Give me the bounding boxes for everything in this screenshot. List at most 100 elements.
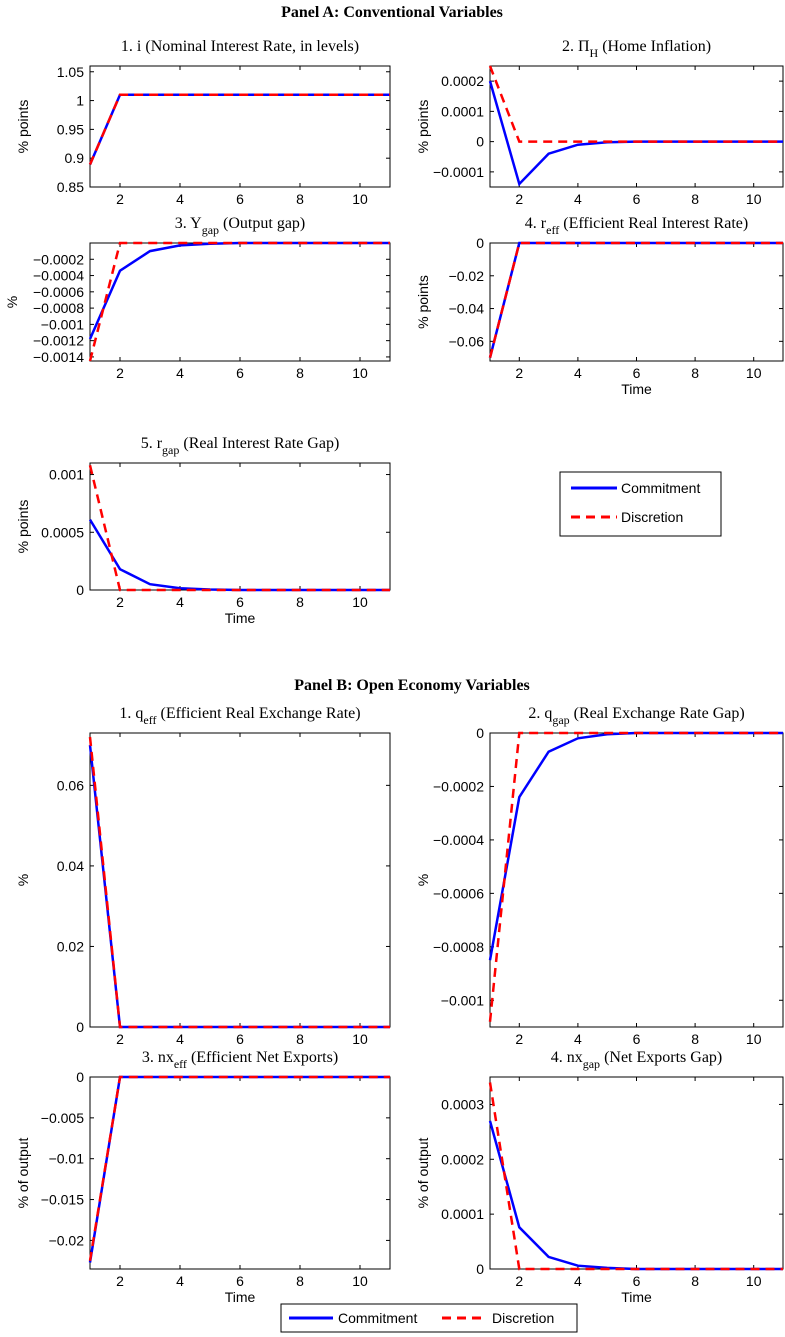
x-tick-label: 10 (746, 1273, 762, 1289)
y-tick-label: 0.0003 (441, 1096, 484, 1112)
legend-discretion-label: Discretion (621, 509, 683, 525)
series-line-commitment (88, 1075, 390, 1263)
x-tick-label: 10 (746, 191, 762, 207)
x-tick-label: 8 (691, 1273, 699, 1289)
y-axis-label: % of output (15, 1137, 31, 1208)
x-tick-label: 8 (296, 365, 304, 381)
subplot-3: 3. Ygap (Output gap) 2 4 6 8 10 −0.0014−0.0012… (4, 215, 391, 381)
series-line-discretion (88, 736, 390, 1029)
series-line-commitment (88, 744, 390, 1029)
x-tick-label: 2 (515, 1273, 523, 1289)
series-line-discretion (488, 731, 783, 1022)
subplot-title: 2. qgap (Real Exchange Rate Gap) (528, 705, 744, 727)
series-line-commitment (88, 518, 390, 592)
x-tick-label: 2 (116, 594, 124, 610)
subplot-title: 1. qeff (Efficient Real Exchange Rate) (119, 705, 360, 727)
legend-box (559, 471, 722, 537)
y-tick-label: −0.001 (441, 992, 484, 1008)
y-tick-label: −0.0001 (433, 164, 484, 180)
y-tick-label: −0.005 (41, 1110, 84, 1126)
y-tick-label: −0.0004 (33, 268, 84, 284)
x-tick-label: 6 (236, 365, 244, 381)
x-tick-label: 4 (176, 191, 184, 207)
x-tick-label: 2 (515, 365, 523, 381)
y-tick-label: −0.0014 (33, 349, 84, 365)
x-tick-label: 4 (574, 191, 582, 207)
legend-commitment-label: Commitment (338, 1310, 417, 1326)
y-tick-label: 0.9 (65, 150, 85, 166)
subplot-8: 3. nxeff (Efficient Net Exports) 2 4 6 8 10 −0… (15, 1049, 391, 1305)
panel-a-title: Panel A: Conventional Variables (281, 4, 503, 21)
x-tick-label: 4 (176, 1273, 184, 1289)
y-axis-label: % (15, 874, 31, 886)
y-tick-label: −0.0012 (33, 333, 84, 349)
x-axis-label: Time (225, 1289, 256, 1305)
subplot-title: 2. ΠH (Home Inflation) (562, 38, 711, 60)
y-tick-label: 0.0005 (41, 524, 84, 540)
x-tick-label: 6 (236, 1031, 244, 1047)
y-tick-label: 0 (476, 134, 484, 150)
x-tick-label: 8 (296, 594, 304, 610)
series-line-discretion (488, 241, 783, 359)
x-axis-label: Time (225, 610, 256, 626)
y-tick-label: 0 (476, 1261, 484, 1277)
y-tick-label: 0.02 (57, 938, 84, 954)
legend-panel-a: Commitment Discretion (559, 471, 722, 537)
y-tick-label: −0.0002 (433, 778, 484, 794)
y-axis-label: % points (15, 500, 31, 554)
y-tick-label: −0.02 (449, 268, 485, 284)
y-tick-label: 0.95 (57, 121, 84, 137)
y-tick-label: 0.0002 (441, 73, 484, 89)
x-tick-label: 2 (116, 1031, 124, 1047)
legend-commitment-label: Commitment (621, 480, 700, 496)
series-line-discretion (88, 1075, 390, 1262)
x-tick-label: 4 (574, 365, 582, 381)
x-tick-label: 4 (574, 1273, 582, 1289)
subplot-title: 1. i (Nominal Interest Rate, in levels) (121, 38, 359, 55)
y-tick-label: 0.0001 (441, 1206, 484, 1222)
x-tick-label: 2 (515, 1031, 523, 1047)
x-tick-label: 10 (352, 594, 368, 610)
x-tick-label: 2 (515, 191, 523, 207)
x-tick-label: 4 (176, 365, 184, 381)
y-tick-label: 0 (76, 582, 84, 598)
y-axis-label: % points (415, 100, 431, 154)
x-tick-label: 8 (691, 191, 699, 207)
axes-box (89, 65, 391, 188)
subplot-6: 1. qeff (Efficient Real Exchange Rate) 2 4… (15, 705, 391, 1047)
subplot-5: 5. rgap (Real Interest Rate Gap) 2 4 6 8 10 0 0… (15, 435, 391, 626)
x-tick-label: 2 (116, 365, 124, 381)
subplot-title: 4. reff (Efficient Real Interest Rate) (525, 215, 748, 237)
axes-box (489, 732, 784, 1028)
y-tick-label: 0.85 (57, 179, 84, 195)
x-tick-label: 8 (691, 1031, 699, 1047)
x-axis-label: Time (621, 381, 652, 397)
x-tick-label: 4 (176, 594, 184, 610)
x-tick-label: 6 (633, 1031, 641, 1047)
x-tick-label: 2 (116, 1273, 124, 1289)
y-tick-label: 0 (76, 1019, 84, 1035)
series-line-discretion (488, 65, 783, 143)
axes-box (489, 242, 784, 362)
x-tick-label: 8 (296, 191, 304, 207)
x-tick-label: 4 (574, 1031, 582, 1047)
series-line-discretion (88, 465, 390, 592)
y-tick-label: −0.0006 (433, 885, 484, 901)
subplot-2: 2. ΠH (Home Inflation) 2 4 6 8 10 −0.0001 0 0.00… (415, 38, 784, 207)
y-tick-label: 0.04 (57, 858, 84, 874)
y-tick-label: 0.001 (49, 467, 84, 483)
y-axis-label: % points (415, 275, 431, 329)
axes-box (89, 462, 391, 591)
series-line-commitment (488, 80, 783, 187)
series-line-discretion (88, 241, 390, 362)
x-tick-label: 10 (352, 1031, 368, 1047)
x-tick-label: 10 (746, 1031, 762, 1047)
subplot-title: 4. nxgap (Net Exports Gap) (551, 1049, 723, 1071)
y-tick-label: −0.015 (41, 1192, 84, 1208)
series-line-commitment (488, 241, 783, 359)
y-tick-label: 0.0001 (441, 103, 484, 119)
legend-discretion-label: Discretion (492, 1310, 554, 1326)
x-tick-label: 10 (352, 191, 368, 207)
y-tick-label: −0.01 (49, 1151, 85, 1167)
